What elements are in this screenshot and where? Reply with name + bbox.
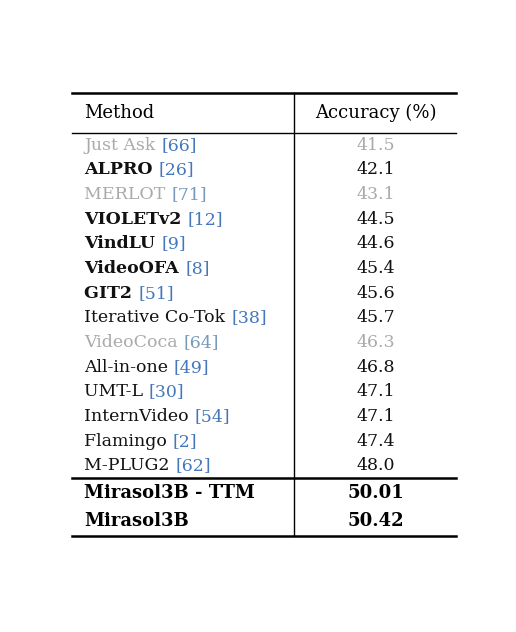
Text: Just Ask: Just Ask <box>85 137 162 154</box>
Text: VindLU: VindLU <box>85 235 162 252</box>
Text: VideoOFA: VideoOFA <box>85 260 185 277</box>
Text: [51]: [51] <box>138 284 174 301</box>
Text: 43.1: 43.1 <box>356 186 395 203</box>
Text: 50.42: 50.42 <box>347 513 404 530</box>
Text: [30]: [30] <box>149 384 185 401</box>
Text: 45.6: 45.6 <box>356 284 395 301</box>
Text: [49]: [49] <box>174 359 209 376</box>
Text: 42.1: 42.1 <box>356 161 395 178</box>
Text: InternVideo: InternVideo <box>85 408 195 425</box>
Text: 47.4: 47.4 <box>356 433 395 450</box>
Text: M-PLUG2: M-PLUG2 <box>85 458 175 475</box>
Text: UMT-L: UMT-L <box>85 384 149 401</box>
Text: 50.01: 50.01 <box>347 483 404 502</box>
Text: [26]: [26] <box>159 161 195 178</box>
Text: 47.1: 47.1 <box>356 384 395 401</box>
Text: GIT2: GIT2 <box>85 284 138 301</box>
Text: 41.5: 41.5 <box>356 137 395 154</box>
Text: [62]: [62] <box>175 458 211 475</box>
Text: 44.6: 44.6 <box>356 235 395 252</box>
Text: All-in-one: All-in-one <box>85 359 174 376</box>
Text: [9]: [9] <box>162 235 186 252</box>
Text: 45.7: 45.7 <box>356 310 395 326</box>
Text: 48.0: 48.0 <box>356 458 395 475</box>
Text: 45.4: 45.4 <box>356 260 395 277</box>
Text: Mirasol3B: Mirasol3B <box>85 513 189 530</box>
Text: 46.8: 46.8 <box>356 359 395 376</box>
Text: [2]: [2] <box>173 433 198 450</box>
Text: [71]: [71] <box>171 186 207 203</box>
Text: VIOLETv2: VIOLETv2 <box>85 210 188 228</box>
Text: Mirasol3B - TTM: Mirasol3B - TTM <box>85 483 255 502</box>
Text: Flamingo: Flamingo <box>85 433 173 450</box>
Text: [12]: [12] <box>188 210 223 228</box>
Text: VideoCoca: VideoCoca <box>85 334 184 351</box>
Text: [8]: [8] <box>185 260 209 277</box>
Text: Accuracy (%): Accuracy (%) <box>315 104 436 122</box>
Text: [54]: [54] <box>195 408 230 425</box>
Text: Method: Method <box>85 104 155 122</box>
Text: 46.3: 46.3 <box>356 334 395 351</box>
Text: [64]: [64] <box>184 334 219 351</box>
Text: Iterative Co-Tok: Iterative Co-Tok <box>85 310 231 326</box>
Text: ALPRO: ALPRO <box>85 161 159 178</box>
Text: 47.1: 47.1 <box>356 408 395 425</box>
Text: [66]: [66] <box>162 137 197 154</box>
Text: 44.5: 44.5 <box>356 210 395 228</box>
Text: [38]: [38] <box>231 310 267 326</box>
Text: MERLOT: MERLOT <box>85 186 171 203</box>
